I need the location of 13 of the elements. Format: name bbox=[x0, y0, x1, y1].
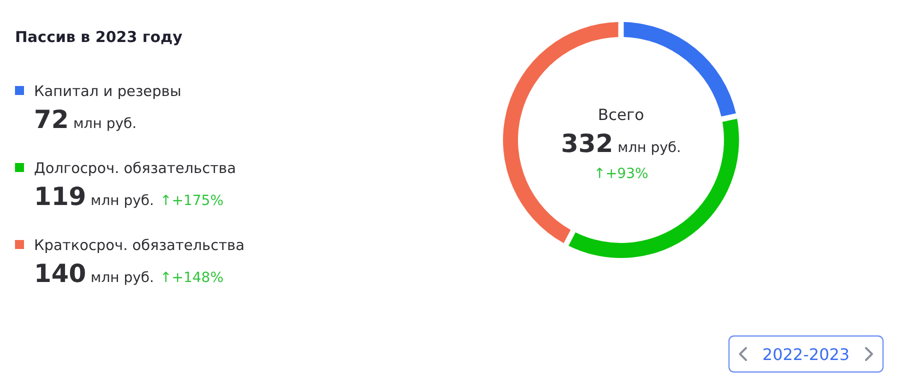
text: ↑+175% bbox=[160, 193, 224, 209]
data-label: 140 млн руб. bbox=[34, 259, 154, 288]
chart-title: Пассив в 2023 году bbox=[15, 28, 183, 46]
text: ↑+93% bbox=[594, 166, 648, 182]
data-label: 72 млн руб. bbox=[34, 105, 137, 134]
data-label: 119 млн руб. bbox=[34, 182, 154, 211]
legend-label: Долгосроч. обязательства bbox=[34, 161, 236, 177]
text: 332 млн руб. bbox=[560, 129, 682, 158]
text: ↑+148% bbox=[160, 270, 224, 286]
legend-label: Капитал и резервы bbox=[34, 84, 182, 100]
text: 2022-2023 bbox=[762, 345, 850, 364]
text: Всего bbox=[598, 106, 644, 124]
legend-label: Краткосроч. обязательства bbox=[34, 238, 244, 254]
